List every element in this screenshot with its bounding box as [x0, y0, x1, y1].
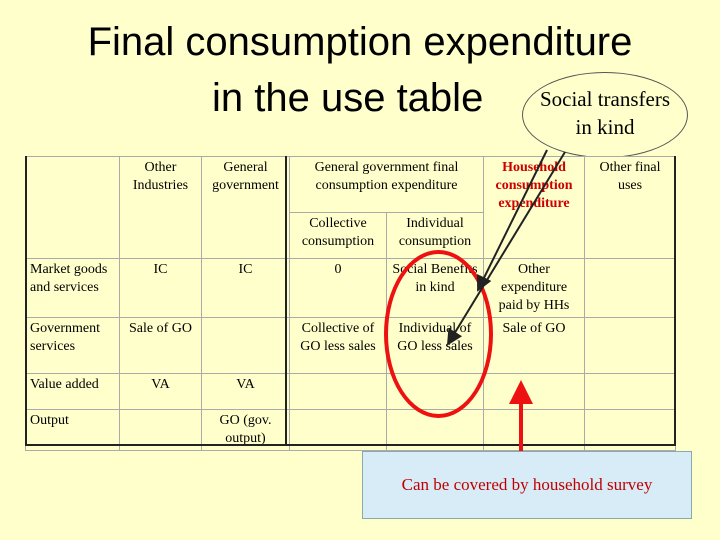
table-frame-middle [285, 156, 287, 446]
cell [289, 373, 387, 410]
header-other-final-uses: Other final uses [584, 156, 676, 259]
table-frame-left [25, 156, 27, 446]
use-table: Other Industries General government Gene… [25, 156, 676, 451]
row-label-market-goods: Market goods and services [25, 258, 120, 318]
table-row: Value added VA VA [25, 373, 676, 410]
individual-consumption-highlight-oval [384, 250, 493, 418]
cell [201, 317, 290, 374]
table-row: Market goods and services IC IC 0 Social… [25, 258, 676, 318]
slide-title-line1: Final consumption expenditure [87, 20, 633, 64]
slide-title-line2: in the use table [212, 76, 484, 120]
row-label-value-added: Value added [25, 373, 120, 410]
cell: Sale of GO [483, 317, 585, 374]
cell: Collective of GO less sales [289, 317, 387, 374]
table-frame-bottom [25, 444, 676, 446]
row-label-government-services: Government services [25, 317, 120, 374]
cell [483, 373, 585, 410]
table-frame-right [674, 156, 676, 446]
cell: 0 [289, 258, 387, 318]
header-gg-final-consumption: General government final consumption exp… [289, 156, 484, 213]
cell: Sale of GO [119, 317, 202, 374]
table-header-row-1: Other Industries General government Gene… [25, 156, 676, 259]
cell [584, 317, 676, 374]
cell [584, 258, 676, 318]
corner-cell [25, 156, 120, 259]
header-collective-consumption: Collective consumption [289, 212, 387, 259]
callout-line2: in kind [575, 115, 635, 139]
cell: IC [119, 258, 202, 318]
cell: VA [201, 373, 290, 410]
cell: IC [201, 258, 290, 318]
header-other-industries: Other Industries [119, 156, 202, 259]
household-survey-note: Can be covered by household survey [362, 451, 692, 519]
callout-line1: Social transfers [539, 87, 671, 111]
social-transfers-callout: Social transfers in kind [522, 72, 688, 158]
cell: VA [119, 373, 202, 410]
header-household-consumption: Household consumption expenditure [483, 156, 585, 259]
header-general-government: General government [201, 156, 290, 259]
cell: Other expenditure paid by HHs [483, 258, 585, 318]
cell [584, 373, 676, 410]
table-row: Government services Sale of GO Collectiv… [25, 317, 676, 374]
